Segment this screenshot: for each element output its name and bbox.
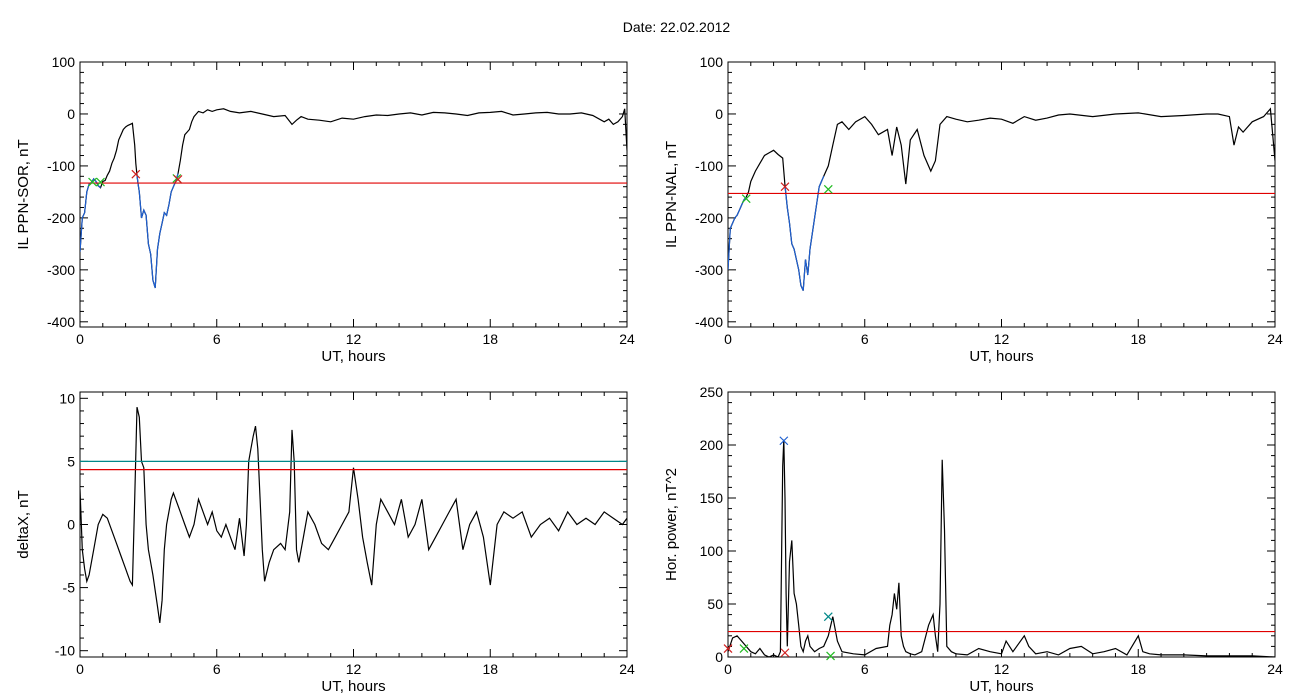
- y-tick-label: -200: [695, 210, 723, 226]
- y-tick-label: -100: [47, 158, 75, 174]
- y-axis-label: deltaX, nT: [15, 490, 32, 558]
- plot-frame: [727, 391, 1276, 658]
- plot-area: [728, 107, 1275, 291]
- y-tick-label: 50: [707, 596, 723, 612]
- y-tick-label: 150: [700, 490, 724, 506]
- x-marker: [88, 177, 97, 187]
- plot-frame: [727, 61, 1276, 328]
- x-tick-label: 0: [76, 661, 84, 677]
- y-axis-label: IL PPN-NAL, nT: [663, 141, 680, 248]
- y-tick-label: -300: [47, 262, 75, 278]
- x-marker: [823, 612, 833, 622]
- x-marker: [826, 651, 835, 661]
- x-tick-label: 6: [213, 661, 221, 677]
- y-tick-label: 0: [67, 517, 75, 533]
- plot-area: [80, 108, 627, 289]
- series-line-0: [80, 108, 627, 289]
- x-tick-label: 18: [1130, 661, 1146, 677]
- plot-frame: [79, 391, 628, 658]
- y-tick-label: -400: [47, 314, 75, 330]
- x-marker: [739, 644, 749, 653]
- series-line-1: [728, 196, 747, 270]
- x-tick-label: 24: [619, 331, 635, 347]
- y-tick-label: 5: [67, 453, 75, 469]
- y-axis-label: IL PPN-SOR, nT: [15, 139, 32, 249]
- plot-frame: [79, 61, 628, 328]
- x-tick-label: 12: [346, 661, 362, 677]
- x-marker: [779, 436, 789, 446]
- x-tick-label: 18: [482, 331, 498, 347]
- x-axis-label: UT, hours: [969, 348, 1033, 365]
- x-marker: [173, 175, 183, 184]
- y-tick-label: -200: [47, 210, 75, 226]
- x-tick-label: 12: [346, 331, 362, 347]
- x-tick-label: 18: [482, 661, 498, 677]
- y-tick-label: -400: [695, 314, 723, 330]
- x-marker: [131, 169, 141, 179]
- x-marker: [780, 648, 790, 658]
- y-tick-label: 100: [52, 54, 76, 70]
- x-tick-label: 6: [861, 331, 869, 347]
- chart-top-left: 0 6 12 18 24 100 0 -100 -200 -300 -400 UT, hours IL …: [15, 54, 635, 365]
- y-tick-label: -10: [55, 643, 75, 659]
- series-line-0: [728, 107, 1275, 291]
- y-tick-label: 100: [700, 54, 724, 70]
- series-line-1: [80, 177, 101, 252]
- x-tick-label: 6: [861, 661, 869, 677]
- y-tick-label: 0: [715, 649, 723, 665]
- x-tick-label: 12: [994, 661, 1010, 677]
- series-line-0: [80, 406, 627, 623]
- x-tick-label: 0: [724, 661, 732, 677]
- chart-bottom-left: 0 6 12 18 24 10 5 0 -5 -10 UT, hours deltaX, nT: [15, 390, 635, 695]
- y-tick-label: 100: [700, 543, 724, 559]
- x-marker: [823, 184, 833, 194]
- x-tick-label: 12: [994, 331, 1010, 347]
- x-tick-label: 18: [1130, 331, 1146, 347]
- x-tick-label: 24: [1267, 331, 1283, 347]
- x-axis-label: UT, hours: [321, 348, 385, 365]
- x-marker: [96, 177, 105, 187]
- x-marker: [741, 194, 751, 204]
- y-tick-label: 0: [67, 106, 75, 122]
- x-tick-label: 0: [724, 331, 732, 347]
- y-tick-label: 10: [59, 390, 75, 406]
- series-line-2: [136, 173, 179, 289]
- x-axis-label: UT, hours: [321, 678, 385, 695]
- y-tick-label: -5: [63, 580, 76, 596]
- x-marker: [723, 644, 733, 653]
- y-tick-label: 250: [700, 384, 724, 400]
- x-tick-label: 24: [1267, 661, 1283, 677]
- page-title: Date: 22.02.2012: [622, 19, 731, 35]
- plot-area: [80, 406, 627, 623]
- y-tick-label: 200: [700, 437, 724, 453]
- chart-top-right: 0 6 12 18 24 100 0 -100 -200 -300 -400 UT, hours IL …: [663, 54, 1283, 365]
- y-tick-label: 0: [715, 106, 723, 122]
- chart-bottom-right: 0 6 12 18 24 250 200 150 100 50 0 UT, hours Hor. pow…: [663, 384, 1283, 695]
- x-axis-label: UT, hours: [969, 678, 1033, 695]
- x-tick-label: 6: [213, 331, 221, 347]
- plot-area: [728, 439, 1275, 657]
- x-tick-label: 0: [76, 331, 84, 347]
- y-tick-label: -300: [695, 262, 723, 278]
- series-line-0: [728, 439, 1275, 657]
- x-marker: [780, 182, 790, 192]
- series-line-2: [784, 176, 825, 291]
- y-axis-label: Hor. power, nT^2: [663, 468, 680, 581]
- x-tick-label: 24: [619, 661, 635, 677]
- y-tick-label: -100: [695, 158, 723, 174]
